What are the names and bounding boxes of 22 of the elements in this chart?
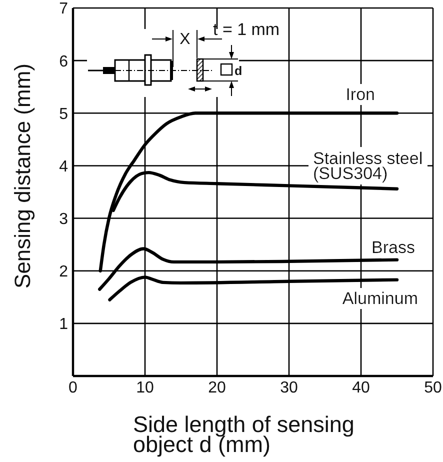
y-tick-label: 7: [59, 0, 68, 18]
x-tick-label: 10: [136, 379, 154, 396]
x-tick-label: 0: [68, 379, 78, 396]
annotation: d: [234, 64, 242, 78]
annotation: X: [180, 31, 191, 48]
x-tick-label: 20: [208, 379, 226, 396]
y-tick-label: 4: [59, 158, 68, 176]
series-label: Aluminum: [342, 288, 418, 308]
y-axis-title: Sensing distance (mm): [10, 64, 34, 288]
x-tick-label: 40: [352, 379, 370, 396]
y-tick-label: 3: [59, 210, 68, 228]
x-tick-label: 30: [280, 379, 298, 396]
y-tick-label: 5: [59, 106, 68, 123]
series-label: Stainless steel (SUS304): [313, 148, 423, 183]
annotation: t = 1 mm: [213, 20, 280, 39]
x-tick-label: 50: [424, 379, 442, 396]
y-tick-label: 6: [59, 53, 68, 70]
series-label: Iron: [346, 85, 375, 104]
y-tick-label: 1: [59, 316, 68, 334]
series-label: Brass: [372, 238, 415, 257]
x-axis-title: Side length of sensing object d (mm): [133, 412, 354, 457]
y-tick-label: 2: [59, 264, 68, 281]
